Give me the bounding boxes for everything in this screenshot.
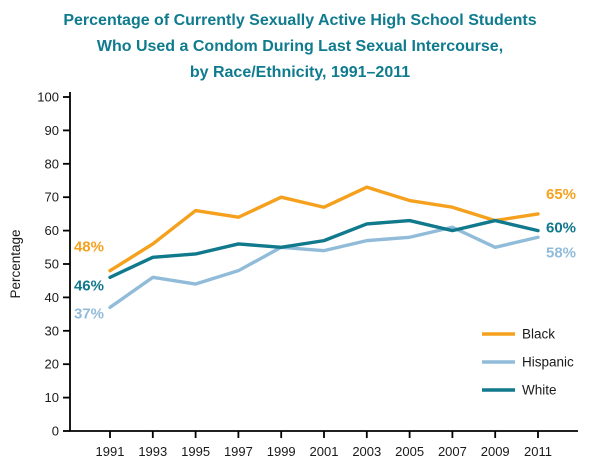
chart-title-line3: by Race/Ethnicity, 1991–2011 [189, 64, 411, 81]
y-tick-label: 60 [45, 223, 59, 238]
y-tick-label: 0 [52, 424, 59, 439]
chart-title-line2: Who Used a Condom During Last Sexual Int… [96, 38, 504, 55]
series-line-black [108, 185, 540, 273]
legend-label-white: White [522, 383, 557, 398]
x-tick-label: 1997 [224, 444, 253, 459]
legend-label-hispanic: Hispanic [522, 355, 574, 370]
end-value-label-black: 65% [546, 186, 576, 203]
legend-label-black: Black [522, 327, 555, 342]
y-tick-label: 50 [45, 257, 59, 272]
y-tick-label: 40 [45, 290, 59, 305]
y-tick-label: 90 [45, 123, 59, 138]
y-tick-label: 100 [37, 90, 59, 105]
x-tick-label: 1999 [267, 444, 296, 459]
y-tick-label: 10 [45, 390, 59, 405]
end-value-label-hispanic: 58% [546, 244, 576, 261]
x-tick-label: 1993 [138, 444, 167, 459]
x-tick-label: 2007 [438, 444, 467, 459]
x-tick-label: 1995 [181, 444, 210, 459]
chart-title: Percentage of Currently Sexually Active … [0, 0, 600, 86]
y-axis-title: Percentage [8, 229, 23, 298]
chart-title-line1: Percentage of Currently Sexually Active … [63, 12, 537, 29]
start-value-label-white: 46% [74, 277, 104, 294]
y-tick-label: 80 [45, 156, 59, 171]
x-tick-label: 2003 [352, 444, 381, 459]
line-chart: 0 10 20 30 40 50 60 70 80 90 100 1991 1993 1995 1997 19… [8, 90, 578, 459]
y-tick-label: 70 [45, 190, 59, 205]
end-value-label-white: 60% [546, 220, 576, 237]
x-tick-label: 1991 [96, 444, 125, 459]
start-value-label-black: 48% [74, 239, 104, 256]
x-tick-label: 2005 [395, 444, 424, 459]
x-tick-label: 2009 [481, 444, 510, 459]
y-tick-label: 30 [45, 323, 59, 338]
series-line-hispanic [108, 225, 540, 310]
x-tick-label: 2011 [524, 444, 552, 459]
x-tick-label: 2001 [310, 444, 339, 459]
y-tick-label: 20 [45, 357, 59, 372]
series-line-white [108, 218, 540, 280]
start-value-label-hispanic: 37% [74, 305, 104, 322]
